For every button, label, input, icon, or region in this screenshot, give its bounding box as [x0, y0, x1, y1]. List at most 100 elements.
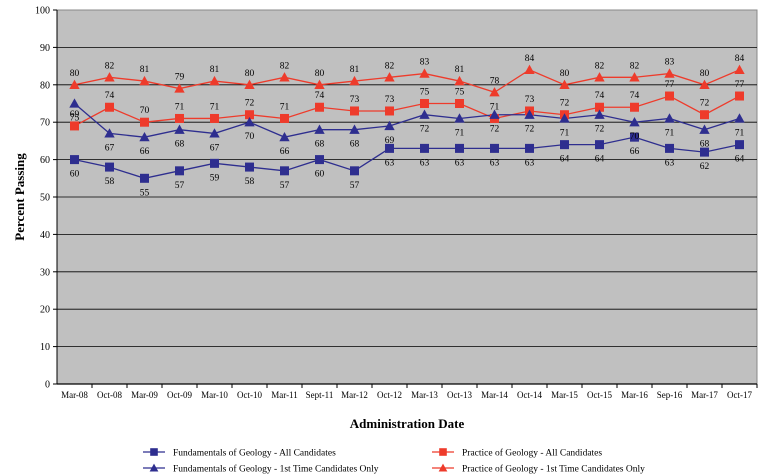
data-point	[420, 99, 429, 108]
x-tick-label: Oct-09	[167, 390, 192, 400]
data-point	[280, 166, 289, 176]
data-point	[734, 64, 745, 74]
data-label: 68	[350, 140, 360, 150]
data-label: 79	[175, 73, 185, 83]
data-label: 64	[595, 155, 605, 165]
x-tick-label: Mar-14	[481, 390, 508, 400]
data-point	[489, 109, 500, 119]
legend-marker	[439, 448, 447, 456]
data-point	[595, 102, 604, 112]
data-label: 69	[385, 136, 395, 146]
data-point	[175, 113, 184, 123]
data-label: 63	[665, 158, 675, 168]
data-point	[140, 173, 149, 183]
data-point	[699, 79, 710, 89]
data-label: 80	[315, 69, 325, 79]
data-label: 70	[245, 132, 255, 142]
data-point	[140, 117, 149, 127]
x-tick-label: Oct-12	[377, 390, 402, 400]
data-label: 83	[420, 58, 430, 68]
x-tick-label: Mar-13	[411, 390, 438, 400]
legend-label: Practice of Geology - All Candidates	[462, 448, 602, 459]
x-tick-label: Mar-09	[131, 390, 158, 400]
data-point	[174, 83, 185, 93]
data-point	[629, 72, 640, 82]
series-markers	[69, 64, 745, 183]
y-tick-label: 80	[40, 80, 50, 91]
y-tick-label: 20	[40, 305, 50, 316]
data-point	[279, 72, 290, 82]
data-point	[419, 68, 430, 78]
data-labels: 60 58 55 57 59 58 57 60 57 63 63 63 63 63 64 64 66 63 62 64…	[70, 54, 745, 198]
data-point	[69, 98, 80, 108]
data-label: 75	[70, 114, 80, 124]
y-tick-label: 0	[45, 380, 50, 391]
data-label: 81	[210, 65, 220, 75]
data-point	[350, 166, 359, 176]
data-point	[105, 102, 114, 112]
data-point	[734, 113, 745, 123]
data-point	[524, 64, 535, 74]
data-label: 74	[315, 91, 325, 101]
y-axis-title: Percent Passing	[12, 153, 27, 241]
x-tick-label: Mar-12	[341, 390, 368, 400]
data-label: 71	[280, 102, 290, 112]
data-label: 55	[140, 188, 150, 198]
data-label: 68	[315, 140, 325, 150]
y-tick-label: 90	[40, 43, 50, 54]
data-label: 72	[700, 99, 710, 109]
data-point	[490, 143, 499, 153]
data-point	[560, 140, 569, 150]
data-label: 82	[105, 61, 115, 71]
data-label: 80	[70, 69, 80, 79]
y-tick-label: 60	[40, 155, 50, 166]
x-tick-label: Mar-08	[61, 390, 88, 400]
data-label: 72	[420, 125, 430, 135]
data-point	[630, 132, 639, 142]
data-label: 77	[735, 80, 745, 90]
legend-marker	[438, 463, 448, 472]
data-point	[384, 120, 395, 131]
data-label: 64	[735, 155, 745, 165]
legend-label: Practice of Geology - 1st Time Candidate…	[462, 464, 645, 475]
x-axis-ticks: Mar-08 Oct-08 Mar-09 Oct-09 Mar-10 Oct-10 Mar-…	[61, 384, 758, 400]
data-point	[524, 109, 535, 119]
x-tick-label: Oct-13	[447, 390, 472, 400]
data-point	[419, 109, 430, 119]
data-label: 66	[630, 147, 640, 157]
legend: Fundamentals of Geology - All Candidates…	[143, 448, 645, 475]
data-label: 66	[280, 147, 290, 157]
data-point	[559, 113, 570, 123]
data-point	[70, 155, 79, 165]
data-point	[104, 128, 115, 138]
data-label: 73	[525, 95, 535, 105]
legend-label: Fundamentals of Geology - All Candidates	[173, 448, 336, 459]
data-point	[314, 79, 325, 89]
data-point	[245, 162, 254, 172]
data-point	[105, 162, 114, 172]
data-label: 71	[210, 102, 220, 112]
data-point	[385, 143, 394, 153]
data-label: 62	[700, 162, 710, 172]
data-label: 75	[420, 88, 430, 98]
data-label: 71	[735, 128, 745, 138]
data-point	[665, 143, 674, 153]
data-label: 63	[385, 158, 395, 168]
data-point	[245, 110, 254, 120]
data-label: 78	[490, 76, 500, 86]
y-tick-label: 100	[35, 6, 50, 17]
x-tick-label: Oct-17	[727, 390, 752, 400]
data-label: 81	[140, 65, 150, 75]
data-point	[664, 68, 675, 78]
data-label: 84	[735, 54, 745, 64]
x-tick-label: Mar-17	[691, 390, 718, 400]
data-label: 77	[665, 80, 675, 90]
data-point	[700, 147, 709, 157]
data-point	[664, 113, 675, 123]
data-label: 74	[105, 91, 115, 101]
series-line-3	[74, 69, 740, 93]
data-point	[385, 106, 394, 116]
x-tick-label: Sep-16	[657, 390, 683, 400]
data-label: 72	[490, 125, 500, 135]
